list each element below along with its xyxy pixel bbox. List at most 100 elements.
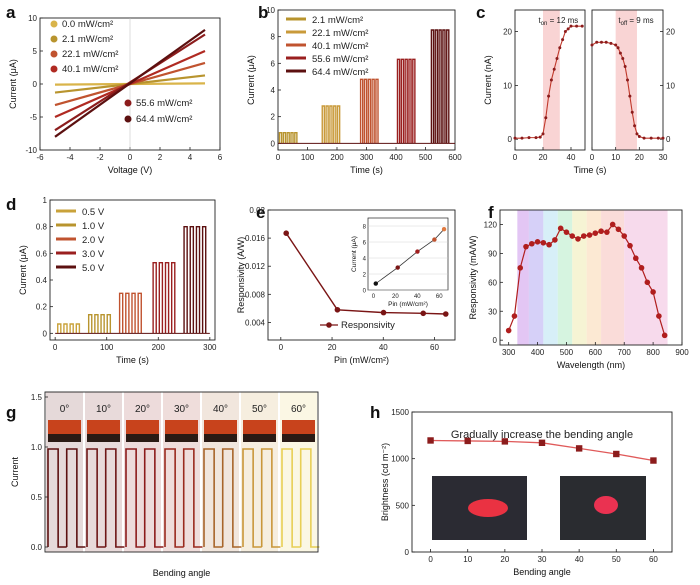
- panel-e-inset-xtick-label: 60: [436, 294, 443, 300]
- panel-e-inset-frame: [367, 217, 449, 291]
- panel-b-pulse: [336, 105, 341, 144]
- panel-f-point: [563, 229, 570, 235]
- panel-f-point: [523, 243, 529, 250]
- panel-d-pulse: [87, 313, 93, 334]
- panel-g-device-photo-shadow: [165, 434, 198, 442]
- panel-b-pulse: [294, 131, 298, 144]
- panel-e-inset-xlabel: Pin (mW/cm²): [388, 301, 428, 308]
- panel-f-point: [627, 242, 633, 249]
- panel-d-pulse: [63, 323, 68, 334]
- panel-b-xtick-label: 100: [301, 153, 315, 162]
- panel-f-xtick-label: 800: [646, 348, 660, 357]
- panel-f-xtick-label: 300: [502, 348, 516, 357]
- panel-label-a: a: [6, 3, 16, 22]
- panel-e-inset-xtick-label: 40: [414, 294, 421, 300]
- panel-e-inset-point: [395, 265, 400, 270]
- panel-f-spectrum-band: [557, 210, 573, 345]
- panel-g-pulse: [221, 448, 242, 548]
- panel-c-point: [563, 30, 567, 34]
- panel-h-ytick-label: 500: [396, 501, 410, 510]
- panel-f-ytick-label: 30: [488, 307, 497, 316]
- panel-a-ytick-label: 10: [28, 14, 37, 23]
- panel-e-inset-ytick-label: 6: [363, 241, 367, 247]
- panel-a-legend-label: 40.1 mW/cm²: [62, 64, 118, 75]
- panel-h-point: [613, 450, 620, 458]
- panel-f: 300 400 500 600 700 800 900 0 30 60 90 120 Wavelengt…: [468, 209, 689, 370]
- panel-c-xtick-label: 20: [539, 153, 548, 162]
- panel-e-xtick-label: 40: [379, 343, 388, 352]
- panel-d-pulse: [118, 292, 124, 334]
- panel-d-pulse: [137, 292, 142, 334]
- panel-f-point: [534, 239, 541, 245]
- panel-f-point: [575, 236, 581, 242]
- panel-g-device-photo-shadow: [204, 434, 237, 442]
- panel-b-xtick-label: 200: [330, 153, 344, 162]
- panel-g-angle-label: 50°: [252, 404, 267, 415]
- panel-f-xtick-label: 700: [618, 348, 632, 357]
- panel-e-ylabel: Responsivity (A/W): [236, 237, 246, 314]
- panel-g-device-photo-shadow: [48, 434, 81, 442]
- panel-c-point: [614, 43, 618, 47]
- panel-b-pulse: [321, 105, 326, 144]
- panel-f-spectrum-band: [572, 210, 587, 345]
- panel-c-ytick-label: 10: [503, 81, 512, 90]
- panel-e-point: [420, 310, 427, 317]
- panel-f-point: [638, 265, 645, 271]
- panel-e-inset-ytick-label: 8: [363, 225, 367, 231]
- panel-f-point: [661, 332, 668, 339]
- panel-g-ylabel: Current: [10, 456, 20, 487]
- panel-d-pulse: [94, 313, 99, 334]
- panel-b-pulse: [278, 131, 283, 144]
- panel-d-ytick-label: 0: [43, 329, 48, 338]
- panel-f-point: [540, 239, 547, 246]
- panel-c-point: [534, 136, 538, 140]
- panel-a-xtick-label: 6: [218, 153, 223, 162]
- panel-c-time-label: toff = 9 ms: [618, 16, 653, 27]
- panel-h-ytick-label: 1500: [391, 408, 409, 417]
- panel-h-xtick-label: 50: [612, 555, 621, 564]
- panel-f-curve: [508, 223, 666, 336]
- panel-g-pulse: [143, 448, 164, 548]
- panel-e-frame: [267, 209, 456, 341]
- panel-c-point: [527, 136, 531, 140]
- panel-c-point: [520, 136, 524, 140]
- panel-f-point: [609, 221, 616, 228]
- panel-c-point: [628, 94, 632, 98]
- panel-b-pulse: [367, 78, 372, 144]
- panel-g-xlabel: Bending angle: [153, 568, 211, 578]
- panel-g-device-photo-shadow: [282, 434, 315, 442]
- panel-b: 0 100 200 300 400 500 600 0 2 4 6 8 10 Time (s) Curren…: [246, 6, 462, 175]
- panel-f-point: [656, 313, 662, 319]
- panel-e-ytick-label: 0.016: [245, 234, 266, 243]
- panel-b-pulse: [412, 58, 416, 144]
- panel-d-pulse: [158, 261, 164, 334]
- panel-g-pulse: [299, 448, 320, 548]
- panel-c-xtick-label: 40: [567, 153, 576, 162]
- panel-d-xlabel: Time (s): [116, 355, 149, 365]
- panel-d-pulse: [164, 261, 170, 334]
- panel-c-xtick-label: 10: [611, 153, 620, 162]
- panel-c-point: [547, 94, 551, 98]
- panel-f-point: [511, 313, 518, 319]
- panel-f-spectrum-band: [601, 210, 625, 345]
- panel-b-pulse: [333, 105, 337, 144]
- panel-b-ytick-label: 0: [271, 139, 276, 148]
- panel-b-ytick-label: 8: [271, 33, 276, 42]
- panel-b-xtick-label: 600: [448, 153, 462, 162]
- panel-e-point: [442, 311, 449, 317]
- panel-c-point: [635, 132, 639, 136]
- panel-b-legend-label: 2.1 mW/cm²: [312, 15, 363, 26]
- panel-c-point: [549, 78, 553, 82]
- panel-c-point: [538, 135, 542, 139]
- panel-d-pulse: [125, 292, 130, 334]
- panel-c-ytick-label: 10: [666, 81, 675, 90]
- panel-c-point: [626, 78, 629, 82]
- panel-g-angle-label: 40°: [213, 404, 228, 415]
- panel-d-pulse: [170, 261, 176, 334]
- panel-d-pulse: [57, 323, 62, 334]
- panel-f-xtick-label: 600: [589, 348, 603, 357]
- panel-c-point: [604, 40, 608, 44]
- panel-b-pulse: [404, 58, 408, 144]
- panel-b-pulse: [359, 78, 364, 144]
